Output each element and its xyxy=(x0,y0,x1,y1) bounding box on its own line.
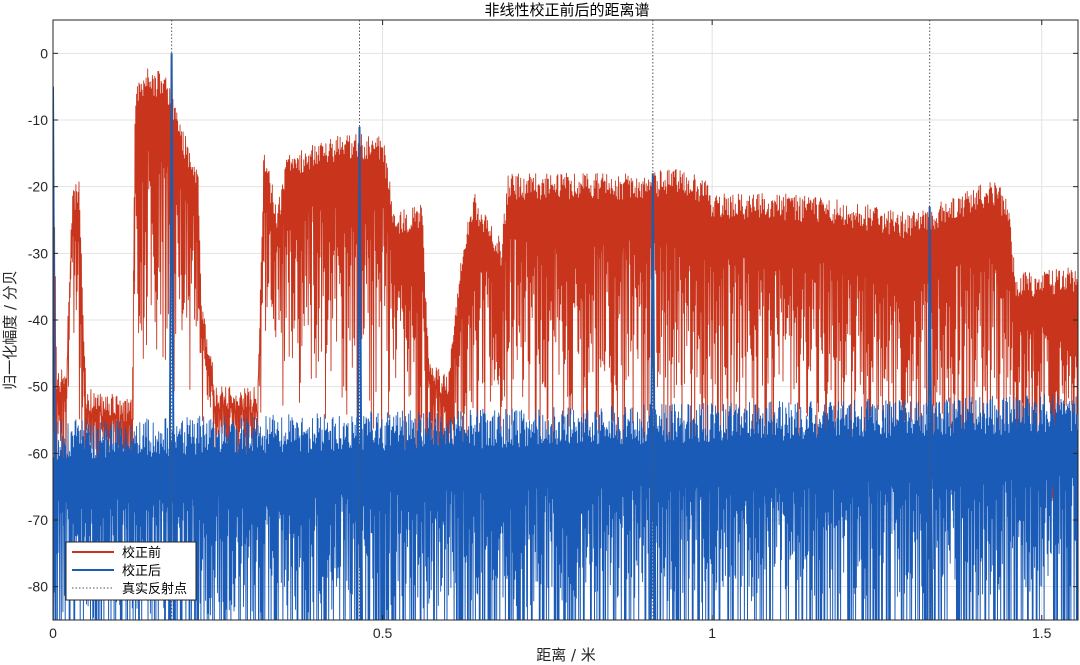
y-tick-label: -20 xyxy=(28,179,48,195)
series-after-correction-peak xyxy=(53,86,57,620)
y-tick-label: -50 xyxy=(28,379,48,395)
plot-area: 0 0.5 1 1.5 0 -10 -20 -30 -40 -50 -60 -70 -80 xyxy=(28,19,1079,641)
y-tick-label: -70 xyxy=(28,512,48,528)
x-tick-label: 0.5 xyxy=(373,625,393,641)
x-axis-label: 距离 / 米 xyxy=(536,646,596,664)
x-tick-label: 0 xyxy=(49,625,57,641)
legend-label: 校正后 xyxy=(122,563,161,579)
legend-label: 校正前 xyxy=(122,545,161,561)
y-tick-label: -40 xyxy=(28,312,48,328)
series-after-correction-peak xyxy=(649,173,657,620)
x-tick-label: 1.5 xyxy=(1032,625,1052,641)
y-tick-label: 0 xyxy=(40,45,48,61)
y-tick-label: -10 xyxy=(28,112,48,128)
series-group xyxy=(53,20,1078,620)
series-after-correction-peak xyxy=(356,126,363,620)
legend-label: 真实反射点 xyxy=(122,581,187,597)
y-tick-label: -60 xyxy=(28,445,48,461)
y-tick-label: -80 xyxy=(28,579,48,595)
axes: 0 0.5 1 1.5 0 -10 -20 -30 -40 -50 -60 -70 -80 xyxy=(28,19,1079,641)
series-after-correction-line xyxy=(53,394,1078,620)
x-tick-label: 1 xyxy=(708,625,716,641)
series-after-correction-peak xyxy=(168,53,176,620)
y-tick-label: -30 xyxy=(28,245,48,261)
chart-title: 非线性校正前后的距离谱 xyxy=(484,1,649,19)
y-axis-label: 归一化幅度 / 分贝 xyxy=(1,270,19,390)
